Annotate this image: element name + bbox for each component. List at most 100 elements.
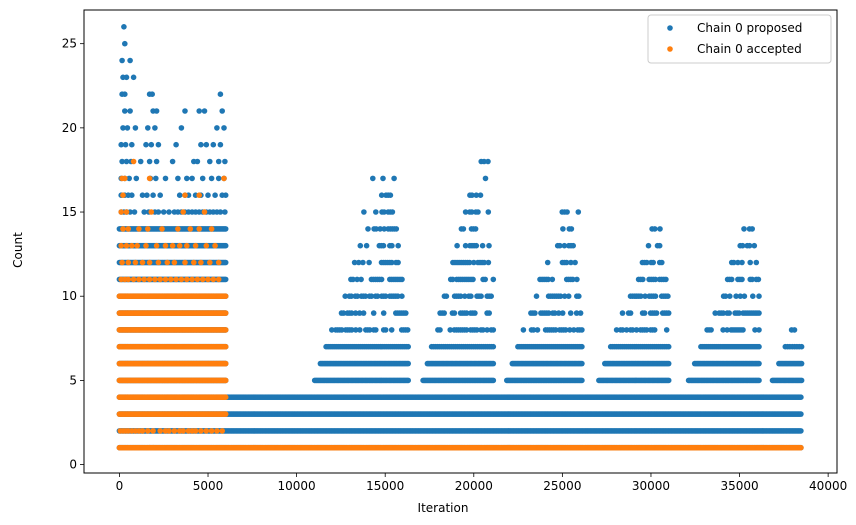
proposed-point [127, 108, 133, 114]
proposed-point [652, 293, 659, 300]
proposed-point [486, 310, 493, 316]
proposed-point [155, 209, 162, 215]
proposed-point [194, 158, 201, 165]
proposed-point [366, 259, 372, 266]
proposed-point [176, 192, 183, 198]
proposed-point [579, 327, 585, 333]
proposed-point [178, 125, 185, 131]
proposed-point [203, 141, 210, 148]
proposed-point [727, 293, 733, 300]
proposed-point [567, 310, 574, 316]
proposed-point [486, 242, 492, 249]
proposed-point [404, 327, 411, 333]
proposed-point [460, 226, 467, 232]
proposed-point [645, 242, 652, 249]
proposed-point [579, 360, 585, 367]
proposed-point [475, 209, 481, 215]
proposed-point [207, 158, 213, 165]
proposed-point [132, 125, 139, 131]
proposed-point [373, 327, 379, 333]
proposed-point [579, 343, 585, 350]
proposed-point [665, 293, 671, 300]
proposed-point [403, 310, 409, 316]
proposed-point [380, 242, 387, 249]
proposed-point [378, 276, 385, 283]
proposed-point [451, 310, 458, 316]
proposed-point [150, 192, 156, 198]
proposed-point [472, 226, 479, 232]
proposed-point [490, 327, 497, 333]
proposed-point [357, 242, 364, 249]
proposed-point [575, 209, 582, 215]
proposed-point [358, 276, 364, 283]
proposed-point [798, 411, 804, 417]
proposed-point [370, 175, 376, 182]
proposed-point [653, 310, 660, 316]
proposed-point [565, 293, 572, 300]
proposed-point [488, 293, 495, 300]
proposed-point [133, 175, 140, 182]
proposed-point [650, 259, 656, 266]
proposed-point [222, 259, 229, 266]
proposed-point [437, 327, 443, 333]
proposed-point [472, 310, 478, 316]
proposed-point [753, 259, 760, 266]
proposed-point [756, 293, 762, 300]
proposed-point [175, 175, 181, 182]
proposed-point [222, 276, 229, 283]
proposed-point [659, 259, 665, 266]
proposed-point [570, 242, 576, 249]
proposed-point [627, 310, 634, 316]
proposed-point [490, 276, 497, 283]
proposed-point [124, 125, 131, 131]
proposed-point [619, 310, 626, 316]
proposed-point [219, 108, 225, 114]
proposed-point [122, 91, 128, 97]
proposed-point [549, 276, 556, 283]
proposed-point [665, 377, 672, 384]
proposed-point [560, 226, 566, 232]
proposed-point [576, 293, 582, 300]
proposed-point [129, 192, 135, 198]
proposed-point [728, 276, 735, 283]
proposed-point [222, 209, 228, 215]
proposed-point [391, 175, 397, 182]
proposed-point [122, 141, 129, 148]
proposed-point [169, 158, 176, 165]
proposed-point [651, 327, 658, 333]
proposed-point [395, 242, 402, 249]
proposed-point [145, 125, 151, 131]
proposed-point [482, 276, 489, 283]
proposed-point [532, 310, 538, 316]
proposed-point [388, 327, 395, 333]
proposed-point [534, 327, 541, 333]
proposed-point [485, 209, 492, 215]
proposed-point [399, 293, 405, 300]
proposed-point [152, 125, 158, 131]
proposed-point [198, 141, 204, 148]
proposed-point [146, 158, 153, 165]
proposed-point [749, 226, 755, 232]
proposed-point [210, 141, 217, 148]
proposed-point [544, 259, 551, 266]
proposed-point [482, 175, 489, 182]
proposed-point [127, 57, 133, 64]
proposed-point [182, 108, 188, 114]
proposed-point [199, 175, 206, 182]
proposed-point [520, 327, 527, 333]
proposed-point [490, 343, 497, 350]
proposed-point [360, 310, 367, 316]
proposed-point [657, 226, 663, 232]
proposed-point [443, 293, 450, 300]
proposed-point [663, 327, 670, 333]
proposed-point [201, 108, 208, 114]
proposed-point [739, 276, 745, 283]
proposed-point [798, 360, 805, 367]
proposed-point [196, 108, 202, 114]
proposed-point [360, 259, 366, 266]
proposed-point [373, 209, 379, 215]
proposed-point [798, 394, 804, 401]
proposed-point [740, 327, 746, 333]
proposed-point [153, 158, 160, 165]
